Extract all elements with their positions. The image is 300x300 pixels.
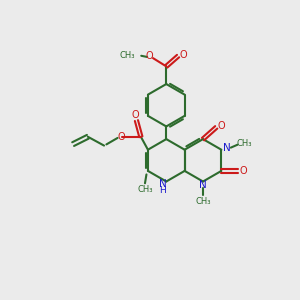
Text: O: O (218, 121, 225, 131)
Text: N: N (199, 180, 207, 190)
Text: O: O (146, 51, 153, 61)
Text: CH₃: CH₃ (120, 51, 135, 60)
Text: O: O (239, 166, 247, 176)
Text: N: N (159, 179, 166, 190)
Text: N: N (223, 143, 230, 153)
Text: CH₃: CH₃ (195, 197, 211, 206)
Text: H: H (159, 186, 166, 195)
Text: O: O (179, 50, 187, 60)
Text: O: O (118, 132, 125, 142)
Text: CH₃: CH₃ (236, 139, 252, 148)
Text: CH₃: CH₃ (137, 185, 153, 194)
Text: O: O (131, 110, 139, 120)
